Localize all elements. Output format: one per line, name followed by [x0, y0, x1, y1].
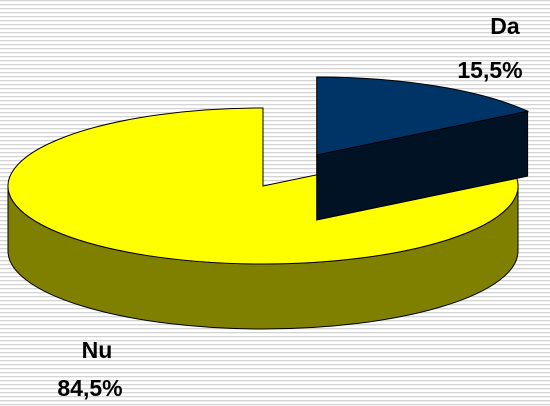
- slice-label: Da: [490, 13, 520, 39]
- slice-value-label: 84,5%: [57, 375, 122, 401]
- slice-value-label: 15,5%: [457, 57, 522, 83]
- pie-slice: [7, 107, 519, 265]
- pie-slice: [316, 76, 530, 156]
- slice-label: Nu: [82, 337, 113, 363]
